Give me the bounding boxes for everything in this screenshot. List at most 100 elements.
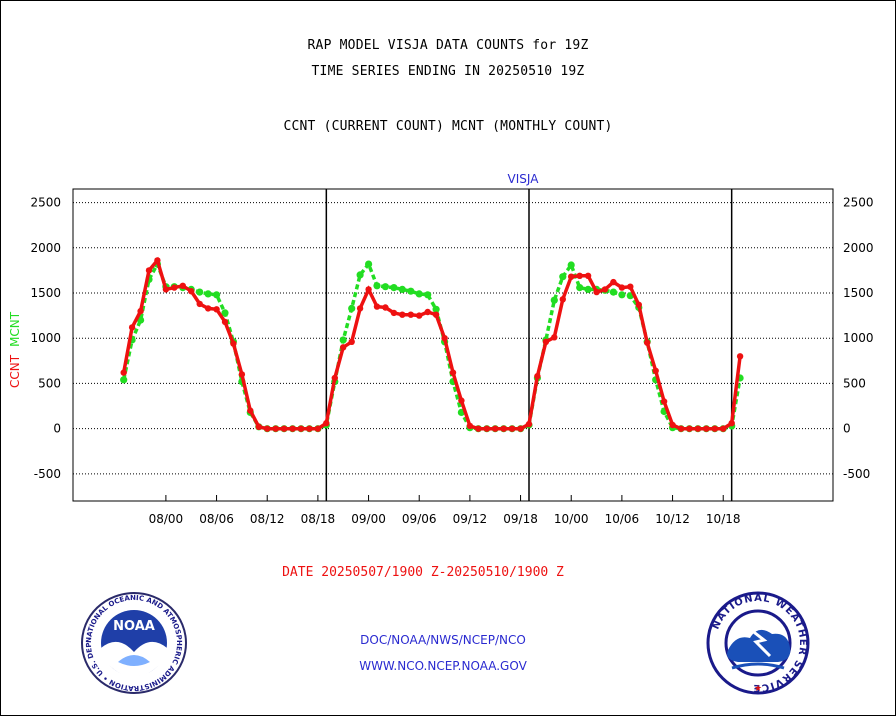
data-point-ccnt (323, 420, 330, 427)
data-point-ccnt (416, 312, 423, 319)
y-tick-label-left: 1500 (30, 286, 61, 300)
data-point-ccnt (466, 422, 474, 430)
data-point-mcnt (356, 271, 364, 279)
footer-link-doc[interactable]: DOC/NOAA/NWS/NCEP/NCO (360, 633, 526, 647)
y-tick-label-right: 2000 (843, 241, 874, 255)
data-point-ccnt (584, 272, 592, 279)
data-point-ccnt (677, 425, 685, 432)
data-point-ccnt (340, 344, 347, 351)
data-point-ccnt (551, 334, 558, 341)
data-point-ccnt (736, 353, 744, 360)
data-point-mcnt (381, 283, 389, 291)
footer-link-website[interactable]: WWW.NCO.NCEP.NOAA.GOV (359, 659, 527, 673)
plot-frame (72, 188, 834, 502)
data-point-ccnt (728, 420, 735, 427)
data-point-ccnt (373, 303, 381, 310)
y-tick-label-right: 1500 (843, 286, 874, 300)
data-point-mcnt (213, 291, 221, 299)
data-point-ccnt (179, 282, 186, 289)
data-point-ccnt (686, 425, 693, 432)
data-point-mcnt (120, 376, 128, 384)
data-point-mcnt (618, 291, 626, 299)
data-point-ccnt (652, 367, 659, 374)
data-point-ccnt (492, 425, 499, 432)
data-point-ccnt (720, 425, 727, 432)
data-point-ccnt (289, 425, 296, 432)
y-tick-label-right: 0 (843, 422, 851, 436)
data-point-ccnt (128, 324, 136, 331)
header-title-line-2: TIME SERIES ENDING IN 20250510 19Z (311, 64, 585, 79)
data-point-ccnt (188, 288, 195, 295)
noaa-logo: NATIONAL OCEANIC AND ATMOSPHERIC ADMINIS… (78, 590, 187, 694)
x-tick-label: 08/12 (250, 512, 285, 526)
data-point-ccnt (247, 407, 254, 414)
data-point-ccnt (213, 306, 220, 313)
data-point-ccnt (230, 340, 237, 347)
data-point-ccnt (356, 305, 364, 312)
data-point-ccnt (669, 421, 676, 429)
y-tick-label-right: -500 (843, 467, 870, 481)
data-point-ccnt (711, 425, 718, 432)
data-point-ccnt (331, 374, 338, 382)
y-tick-label-right: 2500 (843, 196, 874, 210)
data-point-ccnt (255, 423, 262, 430)
header-title-line-1: RAP MODEL VISJA DATA COUNTS for 19Z (307, 38, 589, 53)
data-point-ccnt (610, 278, 617, 286)
data-point-mcnt (398, 285, 406, 293)
x-tick-label: 08/06 (199, 512, 234, 526)
data-point-mcnt (407, 287, 415, 295)
y-tick-label-left: 1000 (30, 331, 61, 345)
data-point-mcnt (584, 285, 592, 293)
data-point-ccnt (694, 425, 702, 432)
x-tick-label: 09/12 (453, 512, 488, 526)
x-tick-label: 08/18 (301, 512, 336, 526)
data-point-ccnt (660, 398, 668, 405)
data-point-ccnt (542, 338, 550, 345)
data-point-mcnt (415, 290, 423, 298)
data-point-ccnt (432, 311, 440, 318)
x-tick-label: 10/06 (605, 512, 640, 526)
nws-star-icon: ★ (754, 684, 762, 694)
data-point-ccnt (517, 425, 524, 432)
data-point-ccnt (441, 335, 448, 342)
data-point-ccnt (483, 425, 490, 432)
data-point-ccnt (154, 257, 161, 264)
y-tick-label-left: 2500 (30, 196, 61, 210)
x-tick-label: 10/18 (706, 512, 741, 526)
data-point-ccnt (525, 420, 533, 428)
data-point-ccnt (145, 267, 153, 274)
data-point-ccnt (196, 300, 203, 308)
nws-logo: NATIONAL WEATHER SERVICE ★ (706, 591, 810, 695)
data-point-ccnt (500, 425, 507, 432)
y-tick-label-left: 2000 (30, 241, 61, 255)
data-point-ccnt (703, 425, 710, 432)
x-tick-label: 09/00 (351, 512, 386, 526)
data-point-ccnt (601, 286, 609, 293)
header-title-line-3: CCNT (CURRENT COUNT) MCNT (MONTHLY COUNT… (283, 119, 613, 134)
data-point-ccnt (314, 425, 322, 432)
data-point-mcnt (339, 336, 347, 344)
noaa-logo-text: NOAA (113, 619, 155, 634)
data-point-mcnt (204, 290, 212, 298)
data-point-ccnt (475, 425, 482, 432)
data-point-mcnt (550, 296, 558, 304)
y-tick-label-left: 500 (38, 376, 61, 390)
data-point-ccnt (508, 425, 516, 432)
data-point-ccnt (424, 308, 431, 316)
data-point-ccnt (306, 425, 313, 432)
y-tick-label-right: 1000 (843, 331, 874, 345)
data-point-ccnt (618, 284, 626, 291)
x-tick-label: 08/00 (149, 512, 184, 526)
data-point-ccnt (171, 284, 178, 291)
y-axis-label: CCNT MCNT (8, 311, 22, 388)
date-range-label: DATE 20250507/1900 Z-20250510/1900 Z (282, 565, 564, 580)
data-point-ccnt (568, 273, 575, 280)
data-point-ccnt (407, 311, 414, 318)
data-point-ccnt (264, 425, 271, 432)
data-point-mcnt (221, 309, 229, 317)
data-point-mcnt (365, 260, 373, 268)
data-point-mcnt (390, 284, 398, 292)
data-point-mcnt (348, 304, 356, 312)
data-point-mcnt (567, 261, 575, 269)
